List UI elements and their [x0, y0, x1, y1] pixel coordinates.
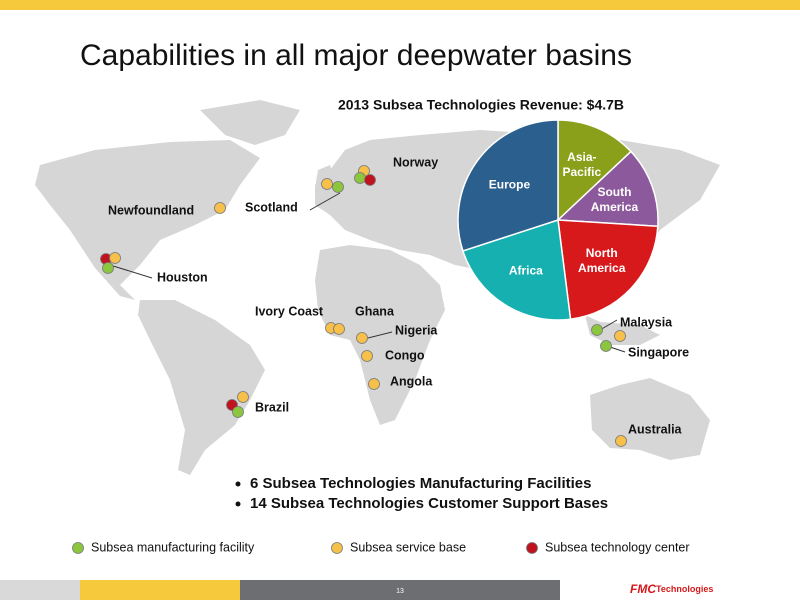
location-label: Newfoundland [108, 203, 194, 217]
logo-text: Technologies [656, 584, 713, 594]
location-dot [102, 262, 114, 274]
logo: FMCTechnologies [630, 582, 713, 596]
pie-label: North America [578, 246, 626, 276]
location-dot [354, 172, 366, 184]
location-label: Angola [390, 374, 433, 388]
location-dot [214, 202, 226, 214]
location-label: Singapore [628, 345, 689, 359]
pie-slice [557, 219, 659, 321]
pie-slice [557, 119, 632, 222]
location-label: Houston [157, 270, 208, 284]
top-bar [0, 0, 800, 10]
location-label: Malaysia [620, 315, 673, 329]
bullet-text: 6 Subsea Technologies Manufacturing Faci… [250, 475, 591, 492]
location-label: Scotland [245, 200, 298, 214]
pie-label: Africa [508, 263, 543, 278]
location-dot [232, 406, 244, 418]
pie-label: Asia-Pacific [562, 149, 602, 179]
footer-bar [80, 580, 240, 600]
location-dot [614, 330, 626, 342]
bullet-dot [235, 501, 241, 507]
footer-bar [0, 580, 80, 600]
location-label: Ghana [355, 304, 395, 318]
location-label: Norway [393, 155, 438, 169]
footer-bar [240, 580, 560, 600]
leader-lines [109, 192, 626, 353]
legend-label: Subsea service base [350, 540, 466, 554]
logo-mark: FMC [630, 582, 656, 596]
location-dot [332, 181, 344, 193]
location-label: Australia [628, 422, 683, 436]
legend-label: Subsea manufacturing facility [91, 540, 255, 554]
location-dot [333, 323, 345, 335]
page-number: 13 [396, 588, 404, 595]
pie-label: South America [590, 184, 639, 214]
location-dot [615, 435, 627, 447]
location-dot [591, 324, 603, 336]
location-dot [600, 340, 612, 352]
slide-title: Capabilities in all major deepwater basi… [80, 39, 632, 72]
legend-label: Subsea technology center [545, 540, 690, 554]
location-dot [368, 378, 380, 390]
pie-slice [461, 219, 572, 321]
legend-dot [331, 542, 343, 554]
pie-slice [457, 119, 559, 252]
location-dot [237, 391, 249, 403]
location-label: Nigeria [395, 323, 438, 337]
bullet-text: 14 Subsea Technologies Customer Support … [250, 495, 608, 512]
location-dot [109, 252, 121, 264]
location-dot [364, 174, 376, 186]
pie-slice [556, 150, 659, 228]
bullet-dot [235, 481, 241, 487]
legend-dot [526, 542, 538, 554]
pie-title: 2013 Subsea Technologies Revenue: $4.7B [338, 97, 624, 113]
location-dot [361, 350, 373, 362]
location-label: Ivory Coast [255, 304, 324, 318]
location-label: Brazil [255, 400, 289, 414]
location-dot [356, 332, 368, 344]
pie-label: Europe [488, 177, 531, 192]
location-dot [321, 178, 333, 190]
legend-dot [72, 542, 84, 554]
location-label: Congo [385, 348, 425, 362]
